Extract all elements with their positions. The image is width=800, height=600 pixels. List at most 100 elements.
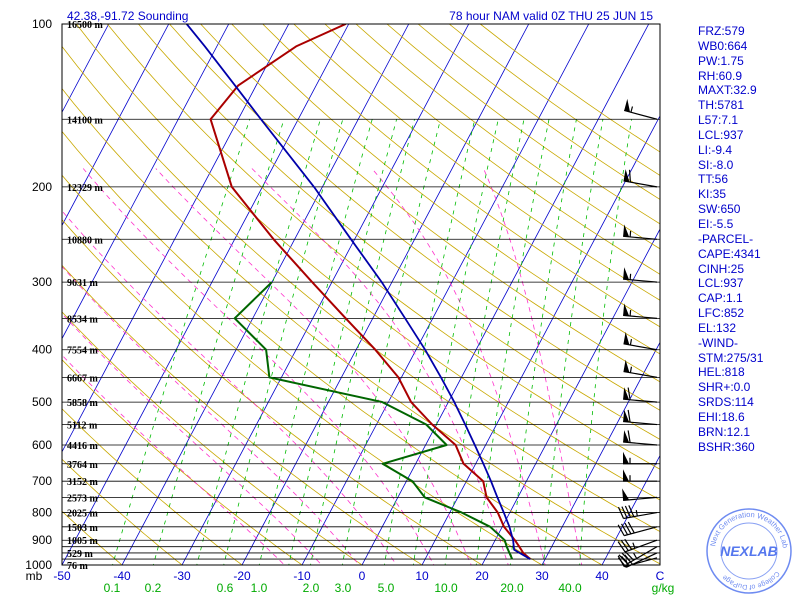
wind-barb-staff	[623, 496, 658, 501]
wind-barb-flag	[623, 430, 630, 443]
wind-barb-full	[617, 557, 627, 568]
dry-adiabat-line	[231, 24, 660, 355]
height-label: 14100 m	[67, 115, 104, 126]
header-valid-time: 78 hour NAM valid 0Z THU 25 JUN 15	[449, 9, 653, 23]
wind-barb-flag	[623, 169, 630, 182]
stat-line: KI:35	[698, 187, 727, 202]
stat-line: STM:275/31	[698, 350, 764, 365]
height-label: 2573 m	[67, 493, 99, 504]
isobar-grid	[62, 23, 660, 566]
stat-line: TH:5781	[698, 98, 745, 113]
height-label: 1503 m	[67, 523, 99, 534]
isotherm-line	[301, 24, 590, 565]
dry-adiabat-line	[62, 510, 123, 565]
mixing-ratio-unit: g/kg	[652, 581, 675, 595]
temperature-tick-label: 10	[415, 569, 429, 583]
pressure-tick-label: 200	[32, 180, 52, 194]
header-location: 42.38,-91.72 Sounding	[67, 9, 188, 23]
mixing-ratio-label: 0.1	[104, 581, 121, 595]
height-label: 4416 m	[67, 441, 99, 452]
stat-line: -WIND-	[698, 335, 738, 350]
dry-adiabat-line	[62, 174, 543, 565]
wind-barb-full	[627, 409, 631, 423]
wind-barb-staff	[624, 109, 658, 120]
dry-adiabat-line	[62, 219, 483, 565]
stat-line: EI:-5.5	[698, 216, 734, 231]
wind-barb-full	[617, 524, 625, 536]
mixing-ratio-label: 10.0	[434, 581, 458, 595]
height-label: 10880 m	[67, 235, 104, 246]
temperature-tick-label: -20	[233, 569, 251, 583]
parcel-profile-line	[186, 24, 531, 560]
height-label: 5112 m	[67, 421, 98, 432]
stat-line: SW:650	[698, 202, 741, 217]
sounding-profiles	[186, 24, 531, 560]
height-label: 529 m	[67, 549, 94, 560]
wind-barb-half	[629, 366, 633, 373]
wind-barb-flag	[623, 267, 630, 280]
isotherm-line	[361, 24, 650, 565]
stat-line: TT:56	[698, 172, 729, 187]
pressure-tick-label: 500	[32, 395, 52, 409]
mixing-ratio-label: 5.0	[378, 581, 395, 595]
pressure-tick-label: 900	[32, 533, 52, 547]
wind-barb-full	[627, 430, 631, 443]
wind-barb-full	[627, 387, 631, 400]
stat-line: MAXT:32.9	[698, 83, 757, 98]
temperature-tick-label: 0	[359, 569, 366, 583]
logo-title: NEXLAB	[720, 543, 778, 559]
wind-barb-flag	[624, 98, 630, 112]
wind-barb-half	[629, 339, 633, 346]
wind-barb-full	[621, 552, 632, 563]
stat-line: RH:60.9	[698, 68, 743, 83]
moist-adiabat-line	[62, 354, 285, 565]
height-label: 7554 m	[67, 346, 99, 357]
dry-adiabat-line	[62, 458, 183, 565]
wind-barb-half	[633, 552, 638, 559]
dry-adiabat-line	[324, 24, 660, 275]
wind-barb-half	[630, 106, 634, 113]
mixing-ratio-label: 40.0	[558, 581, 582, 595]
height-label: 76 m	[67, 561, 89, 572]
dry-adiabat-line	[75, 24, 660, 501]
wind-barb-staff	[623, 370, 658, 378]
height-label: 12329 m	[67, 183, 104, 194]
height-label: 6667 m	[67, 373, 99, 384]
stat-line: LI:-9.4	[698, 142, 733, 157]
temperature-tick-label: -10	[293, 569, 311, 583]
wind-barb-flag	[623, 451, 629, 464]
wind-barb-full	[620, 540, 629, 552]
stability-index-panel: FRZ:579 WB0:664 PW:1.75 RH:60.9 MAXT:32.9 TH:…	[698, 24, 800, 454]
wind-barb-half	[632, 542, 636, 549]
height-label: 3764 m	[67, 460, 99, 471]
wind-barb-flag	[623, 303, 630, 316]
wind-barb-flag	[623, 332, 630, 345]
wind-barb-staff	[623, 441, 658, 446]
wind-barb-full	[624, 550, 635, 561]
wind-barb-staff	[627, 546, 658, 565]
wind-barb-full	[627, 521, 635, 534]
stat-line: WB0:664	[698, 38, 748, 53]
stat-line: CAPE:4341	[698, 246, 761, 261]
temperature-tick-label: 40	[595, 569, 609, 583]
mixing-ratio-label: 0.2	[145, 581, 162, 595]
dewpoint-profile-line	[233, 281, 514, 560]
dry-adiabat-line	[138, 24, 660, 440]
moist-adiabat-grid	[62, 168, 583, 565]
height-label: 3152 m	[67, 477, 99, 488]
wind-barb-half	[635, 510, 638, 517]
stat-line: SI:-8.0	[698, 157, 734, 172]
wind-barb-staff	[623, 398, 658, 403]
stat-line: L57:7.1	[698, 113, 739, 128]
pressure-tick-label: 600	[32, 438, 52, 452]
wind-barb-staff	[624, 539, 658, 553]
stat-line: CAP:1.1	[698, 291, 743, 306]
isotherm-line	[121, 24, 410, 565]
height-label: 8534 m	[67, 314, 99, 325]
dry-adiabat-line	[106, 24, 660, 470]
moist-adiabat-line	[62, 313, 323, 565]
wind-barb-half	[629, 230, 632, 237]
isotherm-line	[62, 24, 230, 340]
stat-line: BSHR:360	[698, 439, 755, 454]
wind-barb-full	[617, 506, 625, 519]
